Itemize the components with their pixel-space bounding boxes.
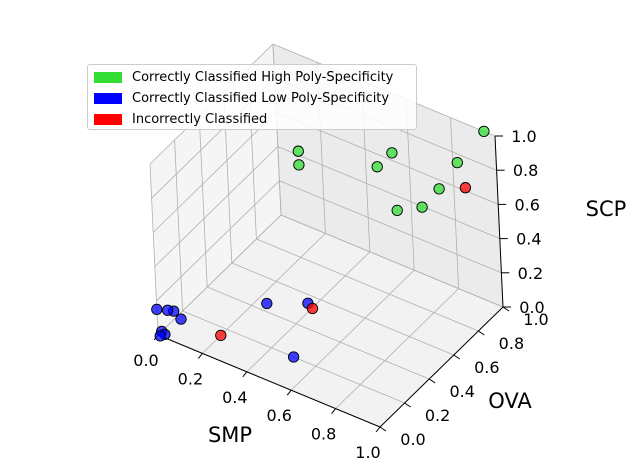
- legend-item-high: Correctly Classified High Poly-Specifici…: [94, 68, 393, 86]
- point-s0-6: [433, 183, 445, 195]
- grid-y-side-2: [198, 115, 208, 288]
- grid-z-back-1: [279, 180, 502, 274]
- grid-z-back-2: [277, 146, 500, 239]
- x-tick-1: [198, 353, 203, 359]
- legend-item-incorrect: Incorrectly Classified: [94, 110, 267, 128]
- z-tick-label-0: 0.0: [519, 298, 544, 317]
- point-s1-0: [151, 303, 163, 316]
- grid-z-side-1: [156, 180, 280, 302]
- legend-swatch-high: [94, 71, 122, 83]
- z-axis-title: SCP: [586, 197, 627, 221]
- grid-z-back-0: [280, 214, 504, 308]
- y-tick-0: [379, 426, 387, 432]
- x-axis-line: [157, 334, 381, 428]
- axis-lines: [157, 135, 504, 428]
- y-tick-2: [428, 378, 436, 384]
- z-tick-label-4: 0.8: [513, 161, 538, 180]
- y-tick-label-2: 0.4: [449, 382, 474, 401]
- z-tick-label-5: 1.0: [511, 127, 536, 146]
- y-tick-3: [453, 354, 461, 360]
- legend-item-low: Correctly Classified Low Poly-Specificit…: [94, 89, 389, 107]
- x-tick-3: [286, 389, 292, 396]
- point-s1-6: [154, 330, 166, 342]
- legend-label-incorrect: Incorrectly Classified: [132, 111, 268, 127]
- legend-swatch-incorrect: [94, 113, 122, 125]
- grid-x-floor-4: [335, 288, 459, 409]
- point-s0-0: [386, 147, 398, 159]
- point-s0-2: [451, 156, 463, 169]
- z-axis-line: [494, 135, 504, 308]
- point-s1-8: [287, 351, 300, 363]
- grid-y-side-1: [174, 139, 183, 312]
- point-s2-0: [459, 182, 472, 194]
- point-s1-7: [261, 297, 273, 310]
- x-tick-label-1: 0.2: [178, 369, 203, 388]
- point-s0-1: [478, 125, 490, 138]
- grid-z-side-2: [154, 146, 279, 267]
- y-tick-1: [404, 402, 411, 408]
- point-s0-8: [391, 204, 403, 217]
- y-tick-4: [478, 330, 485, 336]
- y-tick-label-3: 0.6: [474, 358, 499, 377]
- grid-x-back-4: [450, 117, 459, 289]
- x-tick-label-4: 0.8: [311, 425, 336, 444]
- y-axis-title: OVA: [488, 389, 532, 413]
- x-tick-label-2: 0.4: [222, 388, 247, 407]
- y-tick-label-5: 1.0: [523, 310, 548, 329]
- x-tick-2: [242, 371, 248, 378]
- x-tick-label-0: 0.0: [133, 351, 158, 370]
- legend: Correctly Classified High Poly-Specifici…: [87, 64, 417, 130]
- data-points: [151, 125, 490, 363]
- y-tick-label-0: 0.0: [400, 430, 425, 449]
- legend-label-low: Correctly Classified Low Poly-Specificit…: [132, 90, 390, 106]
- legend-label-high: Correctly Classified High Poly-Specifici…: [132, 69, 394, 85]
- grid-y-floor-3: [231, 262, 454, 356]
- z-tick-label-2: 0.4: [516, 230, 541, 249]
- point-s0-5: [293, 159, 305, 171]
- grid-x-floor-3: [290, 269, 415, 391]
- x-tick-4: [331, 408, 336, 414]
- grid-z-side-3: [152, 112, 277, 233]
- x-tick-5: [375, 426, 381, 433]
- point-s0-7: [416, 201, 428, 213]
- grid-y-floor-4: [256, 238, 479, 332]
- tick-labels: 0.00.20.40.60.81.00.00.20.40.60.81.00.00…: [133, 127, 548, 462]
- point-s0-4: [292, 145, 304, 157]
- y-tick-label-1: 0.2: [425, 406, 450, 425]
- y-axis-line: [379, 306, 504, 428]
- tick-marks: [153, 135, 511, 433]
- x-tick-label-3: 0.6: [266, 406, 291, 425]
- point-s1-3: [175, 313, 187, 325]
- y-tick-label-4: 0.8: [499, 334, 524, 353]
- point-s0-3: [371, 161, 383, 173]
- x-tick-label-5: 1.0: [355, 443, 380, 462]
- z-tick-label-1: 0.2: [518, 264, 543, 283]
- z-tick-label-3: 0.6: [514, 195, 539, 214]
- point-s2-1: [306, 302, 319, 315]
- x-axis-title: SMP: [208, 423, 252, 447]
- grid-y-floor-2: [207, 286, 430, 380]
- y-tick-5: [502, 306, 510, 312]
- point-s1-1: [161, 304, 174, 316]
- legend-swatch-low: [94, 92, 122, 104]
- point-s2-2: [215, 329, 227, 342]
